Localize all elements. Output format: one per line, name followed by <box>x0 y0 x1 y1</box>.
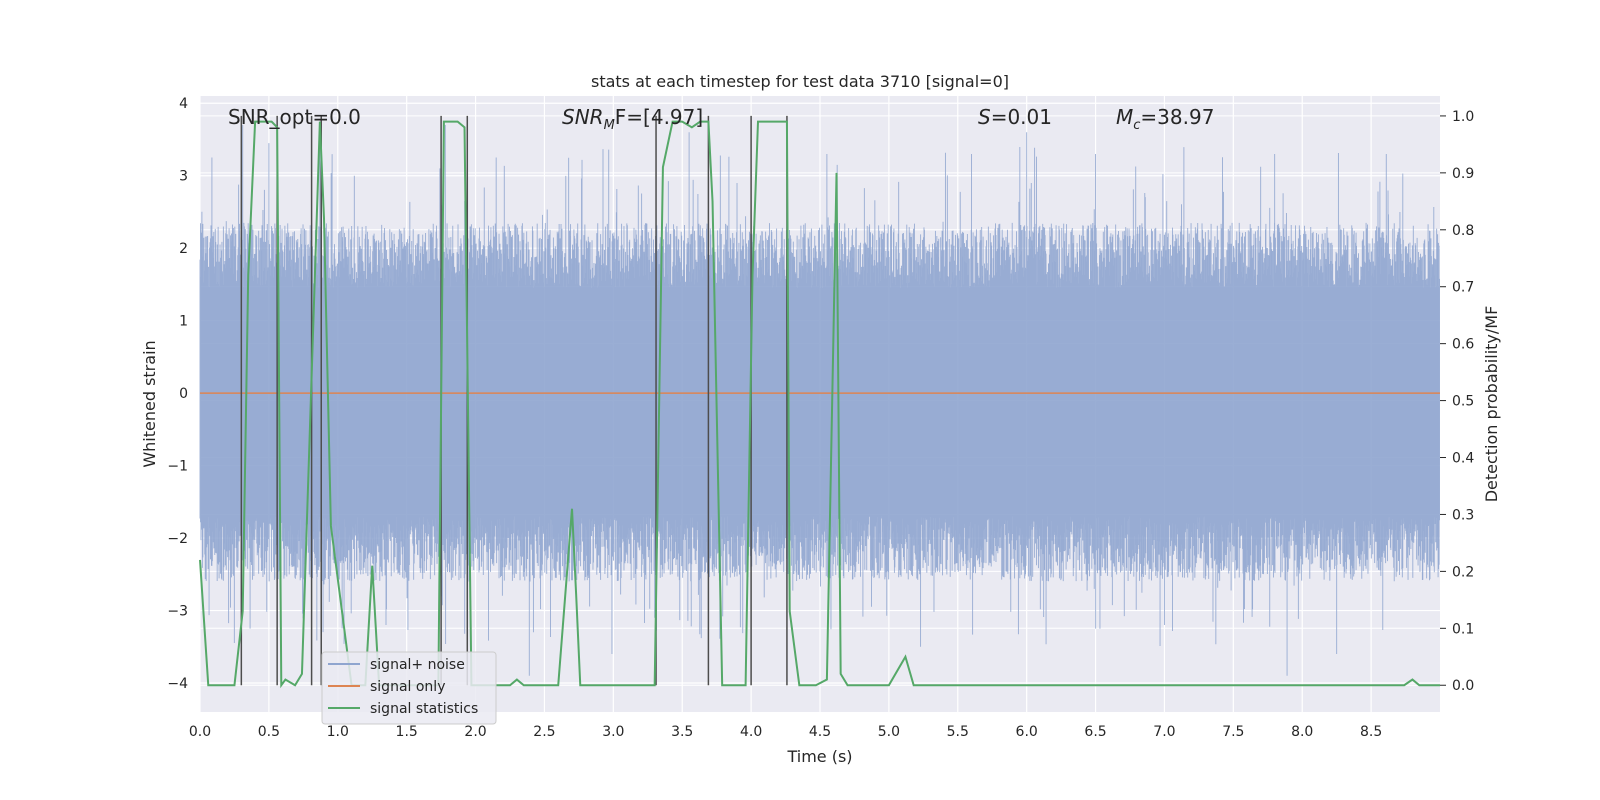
x-tick-label-1: 0.5 <box>258 724 280 740</box>
x-tick-label-2: 1.0 <box>327 724 349 740</box>
y-axis-ticks: −4 −3 −2 −1 0 1 2 3 4 <box>167 96 188 692</box>
y2-tick-label-8: 0.8 <box>1452 223 1474 239</box>
signal-statistics-line <box>199 120 1440 689</box>
y-tick-label-6: 2 <box>179 241 188 257</box>
x-tick-label-11: 5.5 <box>947 724 969 740</box>
y2-tick-label-5: 0.5 <box>1452 394 1474 410</box>
legend: signal+ noise signal only signal statist… <box>321 651 497 725</box>
y2-tick-label-10: 1.0 <box>1452 109 1474 125</box>
chart-title: stats at each timestep for test data 371… <box>591 72 1009 91</box>
y-tick-label-1: −3 <box>167 604 188 620</box>
snr-opt-annotation: SNR_opt=0.0 <box>228 105 361 129</box>
x-tick-label-6: 3.0 <box>602 724 624 740</box>
x-tick-label-17: 8.5 <box>1360 724 1382 740</box>
legend-box <box>321 651 497 725</box>
y-tick-label-7: 3 <box>179 169 188 185</box>
y-tick-label-4: 0 <box>179 386 188 402</box>
y2-tick-label-4: 0.4 <box>1452 451 1474 467</box>
snr-mf-annotation: SNRMF=[4.97] <box>562 105 703 133</box>
signal-noise-line <box>199 121 1440 676</box>
y2-tick-label-0: 0.0 <box>1452 678 1474 694</box>
y2-tick-label-2: 0.2 <box>1452 564 1474 580</box>
x-tick-label-15: 7.5 <box>1222 724 1244 740</box>
x-axis-label: Time (s) <box>786 747 852 766</box>
x-tick-label-7: 3.5 <box>671 724 693 740</box>
x-tick-label-16: 8.0 <box>1291 724 1313 740</box>
y2-tick-label-6: 0.6 <box>1452 337 1474 353</box>
y2-axis-ticks: 0.0 0.1 0.2 0.3 0.4 0.5 0.6 0.7 0.8 0.9 1.0 <box>1440 109 1474 694</box>
x-tick-label-4: 2.0 <box>464 724 486 740</box>
x-tick-label-0: 0.0 <box>189 724 211 740</box>
y2-tick-label-1: 0.1 <box>1452 621 1474 637</box>
y2-tick-label-3: 0.3 <box>1452 507 1474 523</box>
x-axis-ticks: 0.0 0.5 1.0 1.5 2.0 2.5 3.0 3.5 4.0 4.5 5.0 5.5 6.0 6… <box>189 724 1382 740</box>
x-tick-label-12: 6.0 <box>1016 724 1038 740</box>
y2-axis-label: Detection probability/MF <box>1482 306 1501 503</box>
x-tick-label-10: 5.0 <box>878 724 900 740</box>
y-tick-label-5: 1 <box>179 314 188 330</box>
x-tick-label-9: 4.5 <box>809 724 831 740</box>
y-tick-label-3: −1 <box>167 459 188 475</box>
signal-statistics-series <box>199 120 1440 689</box>
x-tick-label-13: 6.5 <box>1084 724 1106 740</box>
s-annotation: S=0.01 <box>978 105 1052 129</box>
legend-label-signal-statistics: signal statistics <box>370 701 478 717</box>
x-tick-label-8: 4.0 <box>740 724 762 740</box>
x-tick-label-5: 2.5 <box>533 724 555 740</box>
annotations: SNR_opt=0.0 SNRMF=[4.97] S=0.01 Mc=38.97 <box>228 105 1214 133</box>
y2-tick-label-7: 0.7 <box>1452 280 1474 296</box>
x-tick-label-3: 1.5 <box>396 724 418 740</box>
y-tick-label-8: 4 <box>179 96 188 112</box>
y-tick-label-0: −4 <box>167 676 188 692</box>
x-tick-label-14: 7.0 <box>1153 724 1175 740</box>
y-axis-label: Whitened strain <box>140 340 159 467</box>
legend-label-signal-noise: signal+ noise <box>370 657 465 673</box>
mc-annotation: Mc=38.97 <box>1116 105 1214 133</box>
signal-noise-series <box>199 121 1440 676</box>
legend-label-signal-only: signal only <box>370 679 445 695</box>
y2-tick-label-9: 0.9 <box>1452 166 1474 182</box>
y-tick-label-2: −2 <box>167 531 188 547</box>
